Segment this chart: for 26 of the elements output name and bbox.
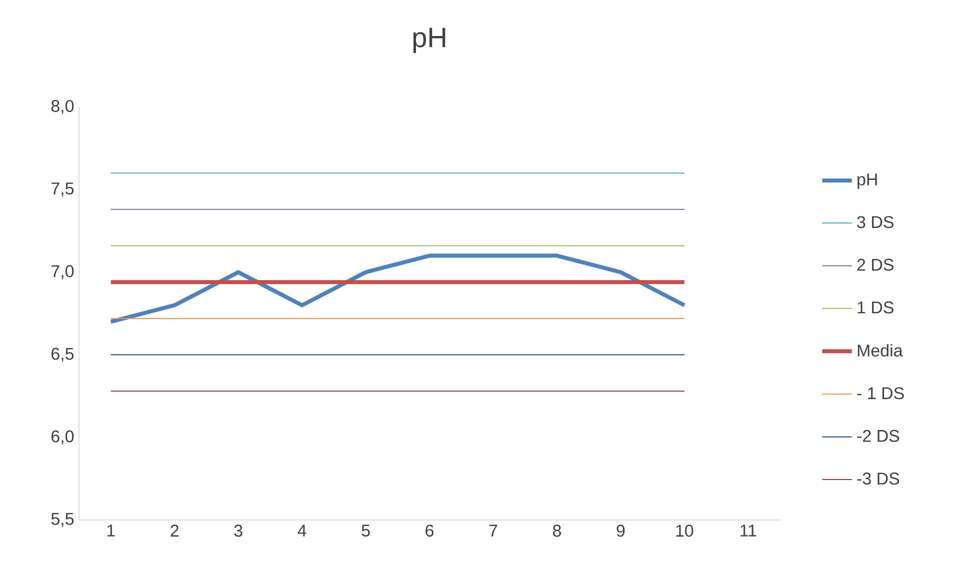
y-tick-label: 5,5: [51, 513, 74, 527]
legend-label: -2 DS: [857, 430, 900, 442]
legend-label: - 1 DS: [857, 387, 904, 400]
y-tick-label: 6,5: [52, 348, 74, 362]
x-tick-label: 11: [740, 524, 756, 536]
y-tick-label: 7,0: [52, 265, 74, 280]
x-tick-label: 4: [298, 524, 306, 536]
y-tick-label: 8,0: [51, 100, 74, 114]
x-tick-label: 1: [107, 524, 115, 536]
y-tick-label: 6,0: [52, 430, 74, 444]
x-tick-label: 2: [170, 524, 178, 537]
chart-title: pH: [413, 28, 446, 53]
legend-label: 3 DS: [857, 216, 894, 228]
x-tick-label: 6: [426, 524, 434, 537]
legend-label: -3 DS: [857, 472, 900, 485]
x-tick-label: 7: [489, 524, 498, 536]
legend-label: 2 DS: [857, 258, 894, 271]
x-tick-label: 9: [616, 524, 625, 537]
x-tick-label: 5: [362, 524, 370, 537]
x-tick-label: 10: [676, 524, 694, 537]
legend-label: pH: [858, 174, 877, 189]
legend-label: Media: [858, 344, 903, 357]
y-tick-label: 7,5: [52, 182, 74, 197]
x-tick-label: 8: [552, 524, 561, 537]
legend-label: 1 DS: [858, 301, 894, 314]
x-tick-label: 3: [234, 524, 242, 537]
